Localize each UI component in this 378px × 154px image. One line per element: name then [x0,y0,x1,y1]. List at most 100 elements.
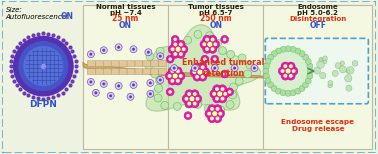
Circle shape [214,39,222,47]
Circle shape [299,85,305,91]
Circle shape [102,82,105,85]
Circle shape [201,68,210,76]
Circle shape [229,83,237,91]
Circle shape [207,112,211,116]
Text: 250 nm: 250 nm [200,14,232,23]
Circle shape [215,116,220,120]
Circle shape [132,83,135,86]
Circle shape [323,60,327,64]
Circle shape [284,64,287,68]
Circle shape [345,75,352,82]
Circle shape [195,75,199,79]
Circle shape [151,70,159,78]
Circle shape [289,74,293,78]
Circle shape [313,67,321,74]
Circle shape [205,47,209,51]
Circle shape [168,90,172,94]
FancyBboxPatch shape [265,38,369,104]
Circle shape [165,72,174,80]
Circle shape [215,87,219,91]
Circle shape [265,58,271,64]
Circle shape [328,81,333,85]
Circle shape [217,91,223,97]
Circle shape [290,46,296,52]
Circle shape [218,94,227,103]
Circle shape [107,92,114,99]
Circle shape [174,43,177,46]
Circle shape [280,46,286,52]
Circle shape [92,89,99,96]
Circle shape [87,79,94,85]
Circle shape [175,46,181,52]
Circle shape [147,79,154,86]
Circle shape [130,46,137,53]
Circle shape [155,84,163,92]
Circle shape [271,51,277,57]
Circle shape [176,69,180,73]
Circle shape [285,90,291,96]
Circle shape [173,67,176,70]
Text: Size:: Size: [6,7,22,13]
Circle shape [194,30,202,38]
Circle shape [146,53,154,61]
Circle shape [218,85,227,93]
Circle shape [115,44,122,51]
Text: Normal tissues: Normal tissues [96,4,155,10]
Circle shape [102,49,105,52]
Circle shape [174,52,177,56]
Circle shape [319,72,326,79]
Text: ON: ON [119,21,132,30]
Circle shape [210,107,214,111]
Circle shape [208,45,217,53]
Circle shape [213,105,222,113]
Circle shape [168,46,176,54]
Circle shape [195,65,199,69]
Circle shape [161,101,169,109]
Circle shape [238,54,246,62]
Text: pH 6.5-7: pH 6.5-7 [199,10,232,16]
Circle shape [127,93,134,100]
Circle shape [210,90,218,98]
FancyBboxPatch shape [159,61,167,67]
Circle shape [295,88,301,94]
Circle shape [268,54,274,60]
Circle shape [346,69,350,73]
Circle shape [157,77,164,83]
FancyBboxPatch shape [83,5,168,149]
Circle shape [307,63,313,69]
FancyBboxPatch shape [159,69,167,75]
Circle shape [145,49,152,56]
Circle shape [215,97,219,101]
Circle shape [346,85,352,91]
Circle shape [189,96,195,102]
Circle shape [244,70,252,78]
Circle shape [194,101,202,108]
Circle shape [305,78,311,84]
Circle shape [203,57,207,61]
Circle shape [203,35,211,44]
Circle shape [154,94,162,102]
Circle shape [185,100,193,108]
Circle shape [265,78,271,84]
Text: pH 5.0-6.2: pH 5.0-6.2 [297,10,338,16]
Circle shape [210,116,214,120]
Circle shape [149,81,152,84]
Circle shape [289,67,298,75]
Circle shape [278,67,287,75]
Circle shape [213,85,221,93]
Circle shape [115,82,122,89]
Circle shape [90,53,92,56]
FancyBboxPatch shape [111,69,119,75]
Circle shape [281,72,290,80]
FancyBboxPatch shape [135,61,143,67]
Circle shape [100,81,107,87]
Circle shape [174,77,182,85]
Circle shape [319,58,322,61]
Circle shape [281,62,290,71]
Circle shape [170,69,174,73]
Circle shape [203,45,211,53]
Circle shape [109,94,112,97]
Circle shape [347,67,354,74]
Circle shape [117,46,120,49]
Circle shape [184,36,192,44]
